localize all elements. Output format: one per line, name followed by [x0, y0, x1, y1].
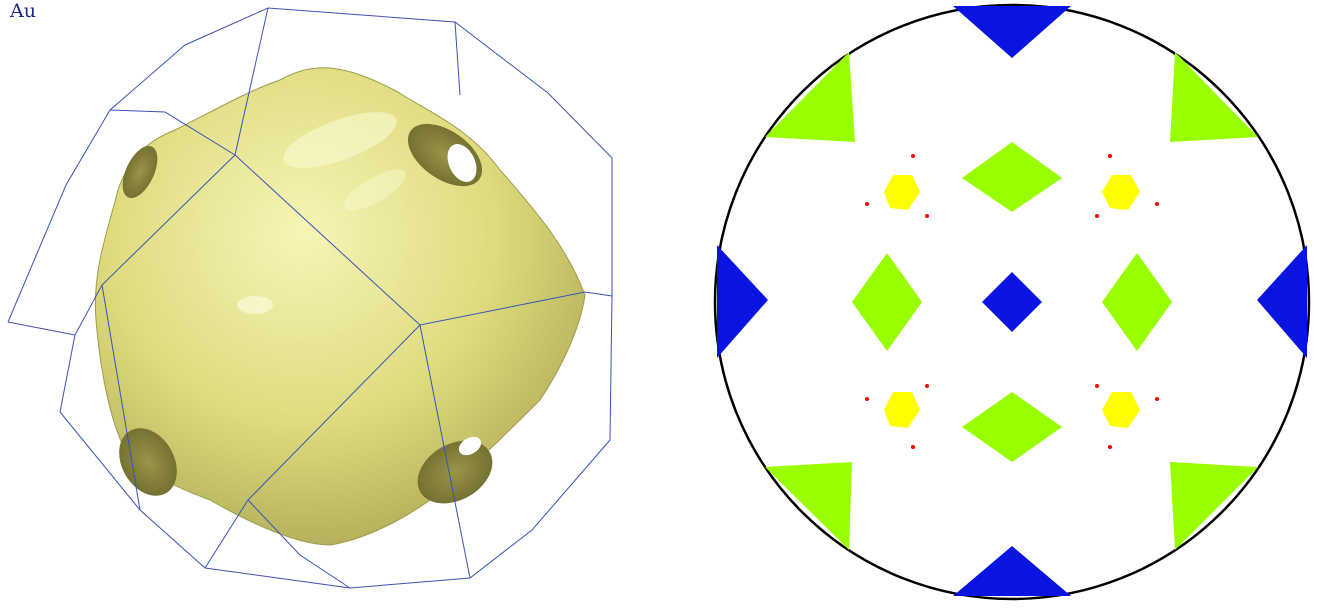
brillouin-zone-wireframe-front	[74, 7, 613, 589]
red-point	[1108, 154, 1112, 158]
red-point	[865, 397, 869, 401]
neck-opening	[119, 428, 177, 496]
red-points	[865, 154, 1159, 449]
blue-region	[1257, 245, 1307, 358]
blue-region	[982, 272, 1042, 332]
brillouin-zone-wireframe-back	[7, 7, 613, 589]
red-point	[1155, 202, 1159, 206]
red-point	[911, 445, 915, 449]
green-region-diamond	[962, 392, 1062, 462]
yellow-regions	[884, 175, 1140, 428]
red-point	[1155, 397, 1159, 401]
green-region-corner	[765, 462, 852, 550]
red-point	[1095, 384, 1099, 388]
neck-openings	[119, 123, 493, 504]
green-region-corner	[1170, 462, 1258, 550]
red-point	[1095, 214, 1099, 218]
green-region-corner	[765, 52, 855, 142]
surface-highlight	[237, 296, 273, 314]
red-point	[865, 202, 869, 206]
neck-opening	[458, 436, 482, 456]
green-region-corner	[1170, 52, 1258, 142]
surface-highlight	[344, 169, 406, 211]
yellow-region	[1102, 175, 1140, 210]
blue-region	[953, 6, 1071, 58]
green-region-diamond	[852, 253, 922, 351]
blue-region	[953, 546, 1071, 596]
neck-opening	[447, 144, 477, 182]
red-point	[1108, 445, 1112, 449]
blue-region	[717, 245, 768, 358]
red-point	[911, 154, 915, 158]
yellow-region	[1102, 392, 1140, 428]
yellow-region	[884, 175, 920, 210]
neck-opening	[122, 145, 158, 199]
blue-regions	[717, 6, 1307, 596]
green-region-diamond	[962, 142, 1062, 212]
green-regions	[765, 52, 1258, 550]
element-label: Au	[10, 0, 36, 22]
yellow-region	[884, 392, 920, 428]
neck-opening	[417, 440, 493, 504]
stereographic-projection	[713, 3, 1311, 601]
green-region-diamond	[1102, 253, 1172, 351]
surface-highlight	[283, 112, 397, 168]
red-point	[925, 214, 929, 218]
red-point	[925, 384, 929, 388]
fermi-surface-3d	[7, 7, 613, 589]
